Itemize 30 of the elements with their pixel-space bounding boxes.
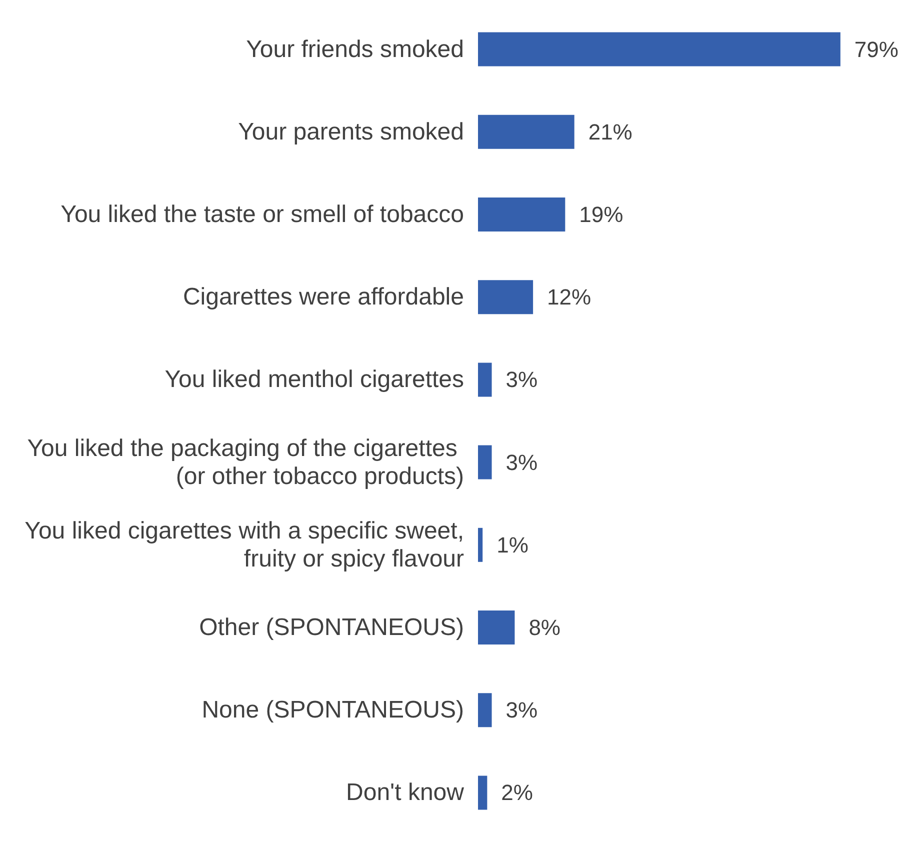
- bar: [478, 280, 534, 314]
- data-label: 19%: [579, 202, 624, 227]
- y-tick-label: Cigarettes were affordable: [182, 284, 464, 311]
- data-label: 21%: [588, 119, 632, 144]
- data-label: 1%: [496, 532, 528, 558]
- data-label: 3%: [506, 450, 538, 475]
- bar: [478, 693, 492, 728]
- data-label: 3%: [506, 698, 538, 723]
- data-label: 3%: [506, 367, 538, 392]
- bar: [478, 445, 492, 480]
- y-tick-label: Don't know: [346, 779, 465, 806]
- bar: [478, 362, 492, 397]
- bar: [478, 528, 483, 562]
- bar: [478, 114, 574, 149]
- data-label: 12%: [547, 284, 592, 310]
- y-tick-label: Your parents smoked: [238, 118, 464, 146]
- y-tick-label: You liked the taste or smell of tobacco: [60, 201, 464, 228]
- bar: [478, 776, 488, 810]
- y-tick-label: None (SPONTANEOUS): [202, 696, 464, 724]
- data-label: 79%: [854, 36, 898, 62]
- y-tick-label: Your friends smoked: [246, 36, 464, 63]
- y-tick-label: You liked menthol cigarettes: [164, 366, 464, 394]
- bar: [478, 32, 840, 66]
- y-tick-label: Other (SPONTANEOUS): [199, 614, 464, 641]
- y-tick-label: You liked the packaging of the cigarettes (or other tobacco products): [27, 434, 464, 490]
- data-label: 2%: [501, 780, 533, 806]
- bar: [478, 610, 515, 644]
- data-label: 8%: [528, 615, 560, 640]
- y-tick-label: You liked cigarettes with a specific sweet, fruity or spicy flavour: [24, 517, 464, 572]
- bar: [478, 198, 566, 232]
